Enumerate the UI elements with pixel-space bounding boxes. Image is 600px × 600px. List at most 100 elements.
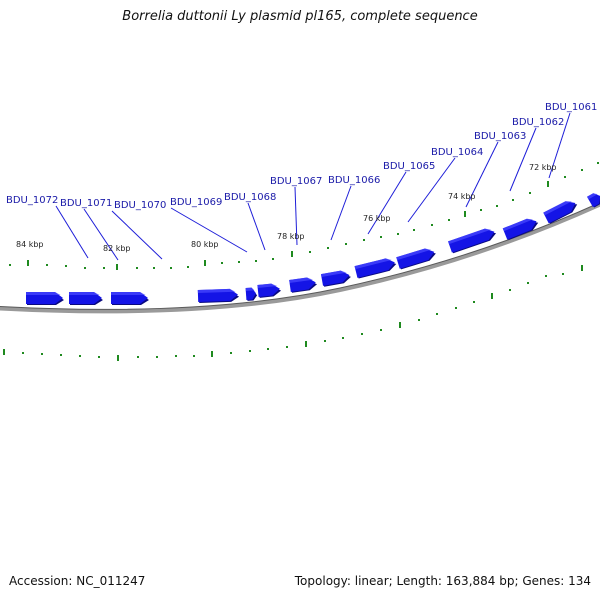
gene-callout-line <box>111 210 163 260</box>
scale-minor-tick <box>418 319 420 321</box>
scale-minor-tick <box>455 307 457 309</box>
gene-label: BDU_1061 <box>545 102 597 113</box>
scale-minor-tick <box>473 301 475 303</box>
gene-arrow <box>502 218 539 241</box>
scale-minor-tick <box>230 352 232 354</box>
scale-minor-tick <box>597 162 599 164</box>
gene-label: BDU_1064 <box>431 147 483 158</box>
gene-label: BDU_1069 <box>170 197 222 208</box>
scale-minor-tick <box>267 348 269 350</box>
gene-arrow <box>587 193 600 208</box>
accession-label: Accession: NC_011247 <box>9 574 146 588</box>
gene-arrow <box>396 248 436 270</box>
gene-label: BDU_1062 <box>512 117 564 128</box>
gene-callout-line <box>55 205 89 259</box>
gene-arrow <box>320 270 351 287</box>
scale-minor-tick <box>363 239 365 241</box>
gene-callout-line <box>509 127 537 192</box>
scale-minor-tick <box>60 354 62 356</box>
scale-label: 78 kbp <box>277 232 305 241</box>
scale-minor-tick <box>98 356 100 358</box>
scale-minor-tick <box>9 264 11 266</box>
gene-label: BDU_1070 <box>114 200 166 211</box>
scale-minor-tick <box>361 333 363 335</box>
scale-minor-tick <box>345 243 347 245</box>
gene-callout-line <box>330 185 352 241</box>
gene-arrow <box>245 287 258 301</box>
scale-label: 72 kbp <box>529 163 557 172</box>
scale-minor-tick <box>84 267 86 269</box>
scale-minor-tick <box>286 346 288 348</box>
scale-minor-tick <box>496 205 498 207</box>
gene-callout-line <box>294 186 298 246</box>
scale-minor-tick <box>512 199 514 201</box>
gene-arrow <box>543 201 578 224</box>
scale-minor-tick <box>545 275 547 277</box>
scale-minor-tick <box>249 350 251 352</box>
summary-label: Topology: linear; Length: 163,884 bp; Ge… <box>294 574 591 588</box>
scale-minor-tick <box>309 251 311 253</box>
scale-minor-tick <box>413 229 415 231</box>
gene-arrow <box>354 258 397 279</box>
scale-minor-tick <box>238 261 240 263</box>
gene-callout-line <box>548 112 571 179</box>
gene-label: BDU_1063 <box>474 131 526 142</box>
scale-minor-tick <box>431 224 433 226</box>
gene-callouts: BDU_1072 BDU_1071 BDU_1070 BDU_1069 BDU_1068… <box>6 102 597 261</box>
scale-minor-tick <box>137 356 139 358</box>
scale-minor-tick <box>65 265 67 267</box>
scale-minor-tick <box>41 353 43 355</box>
gene-callout-line <box>407 157 456 223</box>
gene-label: BDU_1068 <box>224 192 276 203</box>
gene-arrow <box>448 228 497 254</box>
gene-arrow <box>257 283 282 298</box>
gene-label: BDU_1066 <box>328 175 380 186</box>
scale-minor-tick <box>156 356 158 358</box>
gene-arrow <box>26 292 64 305</box>
scale-minor-tick <box>221 262 223 264</box>
gene-label: BDU_1071 <box>60 198 112 209</box>
scale-minor-tick <box>324 340 326 342</box>
scale-minor-tick <box>22 352 24 354</box>
gene-arrow <box>69 292 103 305</box>
scale-minor-tick <box>193 355 195 357</box>
scale-minor-tick <box>187 266 189 268</box>
gene-callout-line <box>247 202 266 251</box>
gene-callout-line <box>83 208 119 261</box>
gene-label: BDU_1067 <box>270 176 322 187</box>
scale-minor-tick <box>79 355 81 357</box>
scale-label: 82 kbp <box>103 244 131 253</box>
scale-minor-tick <box>103 267 105 269</box>
scale-label: 84 kbp <box>16 240 44 249</box>
map-title: Borrelia duttonii Ly plasmid pl165, comp… <box>122 9 478 24</box>
scale-label: 74 kbp <box>448 192 476 201</box>
scale-minor-tick <box>562 273 564 275</box>
scale-minor-tick <box>380 329 382 331</box>
gene-label: BDU_1065 <box>383 161 435 172</box>
gene-callout-line <box>170 207 248 253</box>
gene-arrows <box>26 193 600 305</box>
outer-scale-ring <box>9 162 599 270</box>
gene-arrow <box>289 277 318 293</box>
scale-minor-tick <box>436 313 438 315</box>
inner-scale-ring <box>3 265 583 361</box>
gene-arrow <box>197 288 240 303</box>
scale-minor-tick <box>527 282 529 284</box>
scale-minor-tick <box>46 264 48 266</box>
scale-minor-tick <box>448 219 450 221</box>
scale-minor-tick <box>255 260 257 262</box>
backbone-highlight <box>0 201 600 310</box>
scale-minor-tick <box>327 247 329 249</box>
scale-minor-tick <box>175 355 177 357</box>
scale-label: 80 kbp <box>191 240 219 249</box>
scale-label: 76 kbp <box>363 214 391 223</box>
scale-minor-tick <box>153 267 155 269</box>
gene-callout-line <box>465 141 499 208</box>
scale-minor-tick <box>564 176 566 178</box>
scale-minor-tick <box>380 236 382 238</box>
gene-callout-line <box>367 171 407 235</box>
gene-arrow <box>111 292 149 305</box>
scale-minor-tick <box>397 233 399 235</box>
scale-minor-tick <box>342 337 344 339</box>
scale-minor-tick <box>136 267 138 269</box>
